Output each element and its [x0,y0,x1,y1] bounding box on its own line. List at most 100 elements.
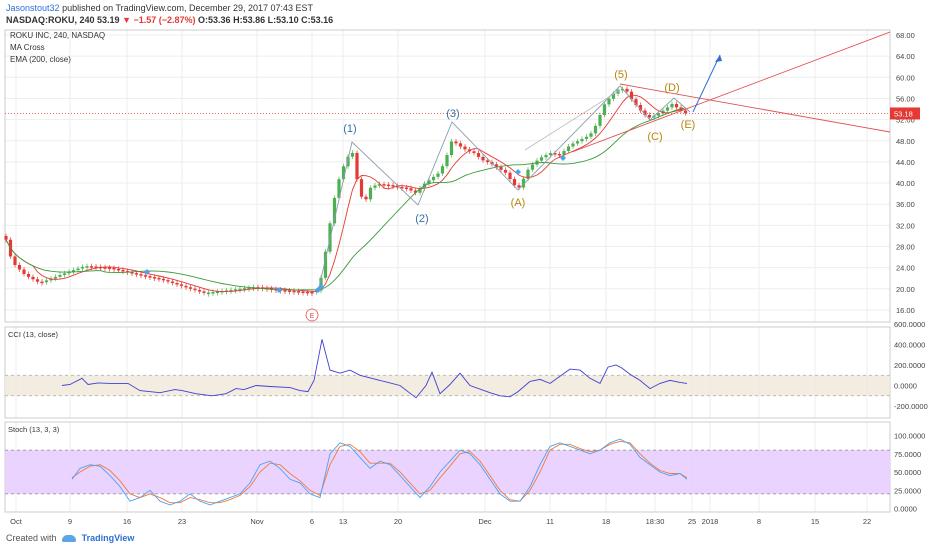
price-tick-label: 40.00 [896,179,915,188]
candle [620,88,625,91]
candle [589,133,593,137]
candle [665,107,670,111]
slow-ma-line [5,107,686,291]
candle [481,156,485,161]
candle [35,279,40,282]
candle [440,166,445,174]
time-tick-label: 9 [68,517,72,526]
candle [143,275,148,277]
candle [89,266,94,268]
candle [584,136,589,139]
wave-label: (D) [664,82,679,94]
triangle-upper-line [619,83,891,133]
candle [211,292,215,294]
price-tick-label: 48.00 [896,137,915,146]
candle [80,266,85,269]
candle [593,125,598,134]
candle [103,267,107,269]
time-tick-label: Dec [478,517,492,526]
candle [215,291,220,293]
price-axis: 68.00 64.00 60.00 56.00 52.00 48.00 44.00 40.00… [890,31,920,315]
candle [206,292,211,295]
candle [229,289,233,292]
stoch-d-line [71,440,688,504]
candle [85,266,89,268]
candle [431,176,436,181]
symbol-line: NASDAQ:ROKU, 240 [6,15,95,25]
candle [332,197,337,224]
stoch-tick-label: 100.0000 [894,432,925,441]
publish-info: Jasonstout32 published on TradingView.co… [6,3,313,13]
candle [310,292,314,294]
time-tick-label: 18:30 [646,517,665,526]
stoch-label: Stoch (13, 3, 3) [8,425,60,434]
candle [287,290,292,292]
stoch-axis: 100.0000 75.0000 50.0000 25.0000 0.0000 [894,432,925,514]
candle [418,188,422,193]
change-text: ▼ −1.57 (−2.87%) [122,15,196,25]
author-link[interactable]: Jasonstout32 [6,3,60,13]
candle [238,288,242,291]
candle [571,143,575,147]
time-axis: Oct 9 16 23 Nov 6 13 20 Dec 11 18 18:30 25 2018 8 15 22 [10,517,871,526]
candle [557,154,562,156]
legend-title: ROKU INC, 240, NASDAQ [10,31,105,40]
candle [638,105,643,111]
candle [670,104,674,108]
candle [17,265,22,270]
price-tick-label: 52.00 [896,116,915,125]
candle [49,278,53,281]
stoch-tick-label: 75.0000 [894,450,921,459]
candle [4,236,8,240]
candle [611,93,616,99]
published-text: published on TradingView.com, December 2… [62,3,314,13]
price-tick-label: 44.00 [896,158,915,167]
candle [544,155,548,158]
candle [71,270,76,272]
arrow-head-icon [715,55,722,62]
candle [130,272,134,274]
legend-ma-cross: MA Cross [10,43,45,52]
candle [562,151,566,155]
price-tick-label: 36.00 [896,200,915,209]
ma-cross-marker [144,269,150,275]
time-tick-label: 18 [602,517,610,526]
candle [76,268,80,271]
stoch-tick-label: 0.0000 [894,505,917,514]
last-price: 53.19 [97,15,120,25]
candle [283,290,287,292]
time-tick-label: 25 [688,517,696,526]
candle [121,269,125,272]
candle [674,104,679,108]
candle [607,98,611,105]
candle [296,291,301,293]
tradingview-brand[interactable]: TradingView [81,533,135,543]
candle [472,151,476,153]
candle [445,155,449,167]
candle [31,276,35,280]
ohlc-values: O:53.36 H:53.86 L:53.10 C:53.16 [198,15,334,25]
candle [161,278,166,281]
candle [166,280,170,282]
price-tick-label: 32.00 [896,221,915,230]
candle [197,290,202,292]
candle [512,179,517,186]
candle [247,287,251,290]
candle [134,273,139,275]
stoch-pane [5,438,890,506]
candle [350,152,355,157]
candle [436,173,440,177]
candle [62,273,67,275]
price-tick-label: 16.00 [896,306,915,315]
wave-count-line [317,85,691,293]
trend-channel-line [524,89,621,151]
candle [400,186,404,189]
time-tick-label: 8 [757,517,761,526]
candle [368,187,373,200]
candle [13,256,17,265]
candle [116,268,121,271]
candle [53,276,58,279]
cci-tick-label: -200.0000 [894,402,928,411]
candle [359,179,364,197]
